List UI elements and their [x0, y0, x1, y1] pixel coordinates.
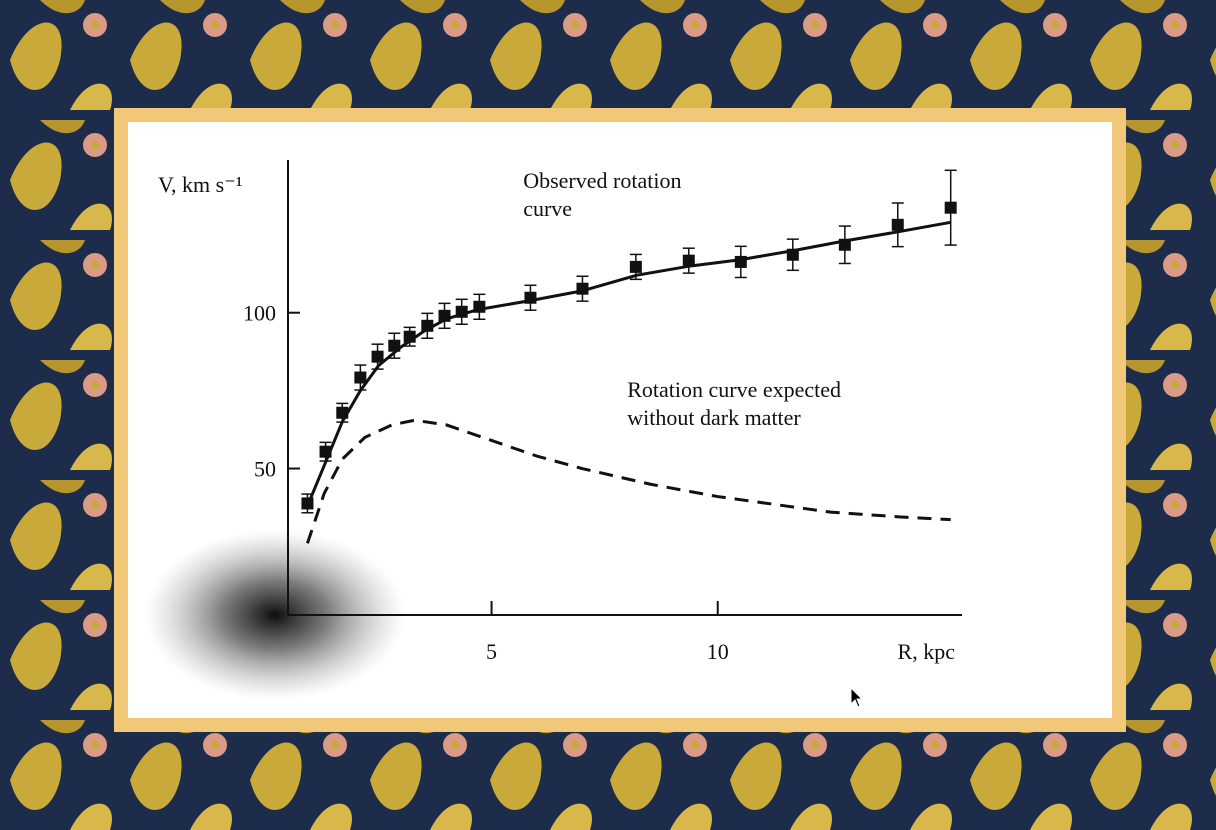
y-tick-label: 50 — [254, 457, 276, 482]
plot: 5 10 50 100 V, km s⁻¹ R, kpc Observed rotation… — [158, 160, 962, 664]
fit-curve — [306, 220, 951, 507]
data-point — [944, 201, 957, 214]
annotation: without dark matter — [627, 405, 801, 430]
data-point — [891, 218, 904, 231]
annotation: Rotation curve expected — [627, 377, 841, 402]
data-point — [682, 254, 695, 267]
y-tick-label: 100 — [243, 301, 276, 326]
galaxy-image — [145, 530, 405, 700]
mouse-cursor — [850, 686, 864, 708]
data-point — [371, 350, 384, 363]
annotation: curve — [523, 196, 572, 221]
y-axis-label: V, km s⁻¹ — [158, 172, 242, 197]
data-point — [354, 371, 367, 384]
x-tick-label: 10 — [707, 639, 729, 664]
x-tick-label: 5 — [486, 639, 497, 664]
x-axis-label: R, kpc — [898, 639, 956, 664]
annotation: Observed rotation — [523, 168, 681, 193]
model-curve — [306, 418, 951, 544]
data-point — [629, 260, 642, 273]
